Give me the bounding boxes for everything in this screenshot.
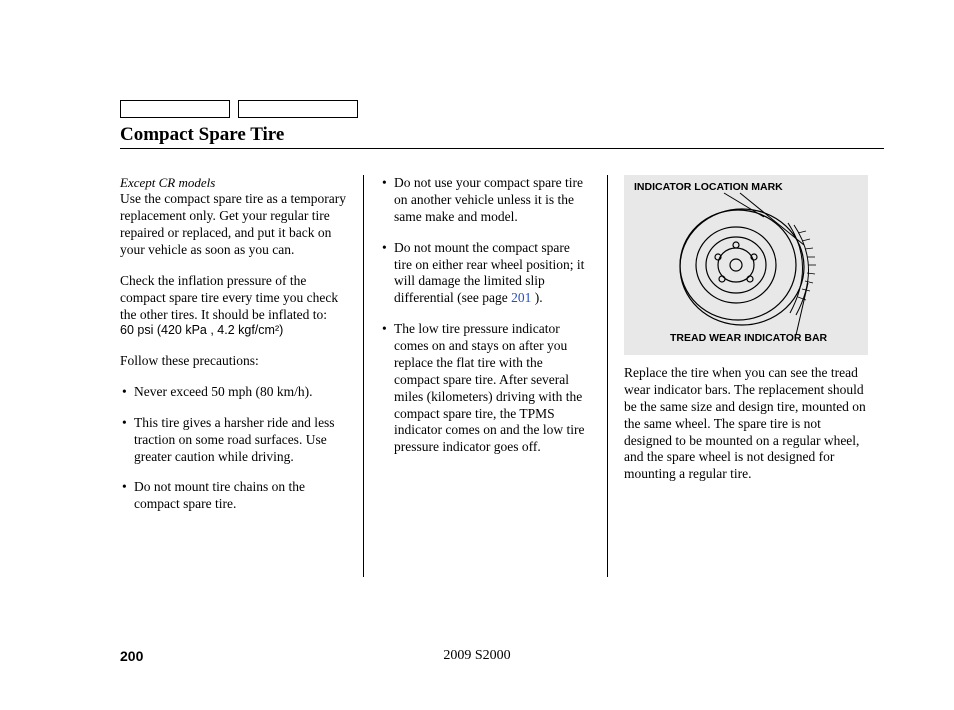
list-item: Never exceed 50 mph (80 km/h). (120, 384, 347, 401)
tire-icon (624, 175, 868, 355)
header-boxes (120, 100, 358, 118)
header-box-2 (238, 100, 358, 118)
title-rule: Compact Spare Tire (120, 124, 884, 149)
list-item: This tire gives a harsher ride and less … (120, 415, 347, 466)
text-after-link: ). (531, 290, 542, 305)
list-item: The low tire pressure indicator comes on… (380, 321, 591, 456)
diagram-label-bottom: TREAD WEAR INDICATOR BAR (670, 332, 827, 345)
page-link-201[interactable]: 201 (511, 290, 531, 305)
diagram-label-top: INDICATOR LOCATION MARK (634, 181, 783, 194)
header-box-1 (120, 100, 230, 118)
text-before-link: Do not mount the compact spare tire on e… (394, 240, 584, 306)
footer-model-year: 2009 S2000 (0, 648, 954, 664)
precautions-lead: Follow these precautions: (120, 353, 347, 370)
list-item: Do not mount tire chains on the compact … (120, 479, 347, 513)
content-columns: Except CR models Use the compact spare t… (120, 175, 884, 577)
column-2: Do not use your compact spare tire on an… (364, 175, 608, 577)
list-item: Do not use your compact spare tire on an… (380, 175, 591, 226)
page-title: Compact Spare Tire (120, 124, 884, 146)
precaution-list-2: Do not use your compact spare tire on an… (380, 175, 591, 456)
inflation-paragraph: Check the inflation pressure of the comp… (120, 273, 347, 324)
psi-spec: 60 psi (420 kPa , 4.2 kgf/cm²) (120, 323, 347, 339)
page: Compact Spare Tire Except CR models Use … (0, 0, 954, 710)
column-1: Except CR models Use the compact spare t… (120, 175, 364, 577)
replacement-paragraph: Replace the tire when you can see the tr… (624, 365, 868, 483)
column-3: INDICATOR LOCATION MARK (608, 175, 868, 577)
precaution-list: Never exceed 50 mph (80 km/h). This tire… (120, 384, 347, 513)
list-item: Do not mount the compact spare tire on e… (380, 240, 591, 308)
tire-diagram: INDICATOR LOCATION MARK (624, 175, 868, 355)
model-exception-note: Except CR models (120, 175, 347, 191)
intro-paragraph: Use the compact spare tire as a temporar… (120, 191, 347, 259)
